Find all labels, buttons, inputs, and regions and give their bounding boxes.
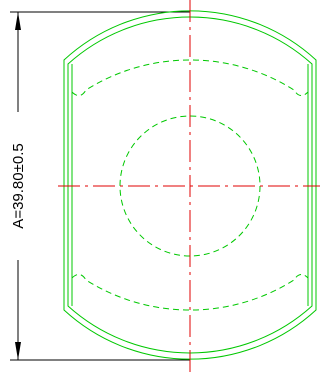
outer-profile [63, 10, 317, 360]
hidden-upper-slot [71, 59, 309, 96]
center-lines [58, 0, 320, 372]
hidden-lower-slot [71, 274, 309, 311]
dimension-label: A=39.80±0.5 [10, 143, 27, 228]
dimension-a [10, 11, 190, 361]
arrowhead-top [15, 12, 21, 30]
inner-profile [67, 16, 313, 354]
part-outline [63, 10, 317, 360]
arrowhead-bottom [15, 342, 21, 360]
